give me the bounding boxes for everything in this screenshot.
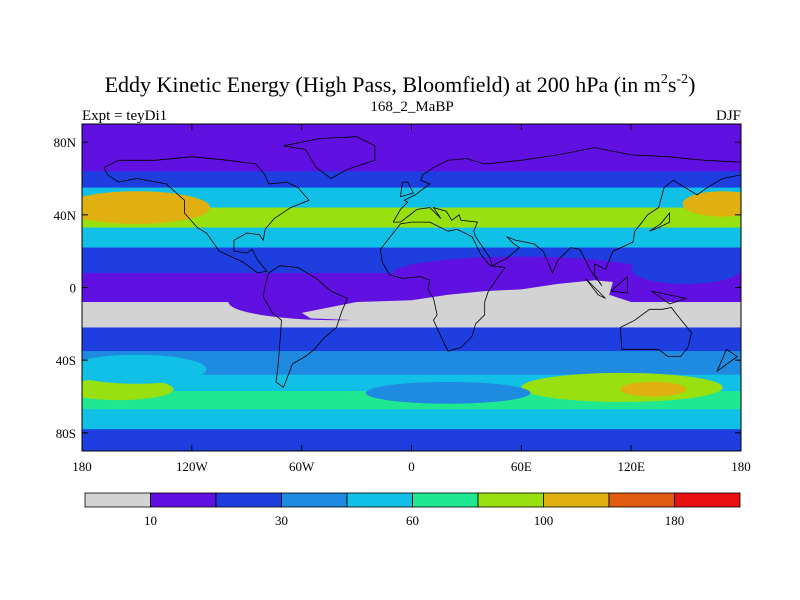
contour-feature [393, 256, 650, 290]
colorbar-label: 10 [144, 513, 157, 528]
y-tick-label: 40N [54, 208, 77, 223]
coastline [262, 265, 348, 389]
y-axis: 80N 40N 0 40S 80S [54, 135, 741, 441]
map-panel [81, 123, 742, 452]
contour-band [82, 156, 741, 172]
colorbar-swatch [346, 492, 413, 508]
coastline [651, 290, 688, 305]
chart-title: Eddy Kinetic Energy (High Pass, Bloomfie… [105, 72, 696, 97]
x-tick-label: 60E [511, 459, 532, 474]
coastline [380, 221, 506, 352]
y-tick-label: 40S [56, 353, 76, 368]
contour-feature [631, 254, 741, 284]
contour-feature [682, 191, 741, 217]
colorbar-label: 100 [534, 513, 554, 528]
colorbar-swatch [84, 492, 151, 508]
x-axis: 180 120W 60W 0 60E 120E 180 [72, 124, 751, 474]
y-tick-label: 80S [56, 426, 76, 441]
contour-feature [620, 381, 687, 397]
coastline [619, 307, 693, 357]
colorbar-swatch [215, 492, 282, 508]
below-threshold-region [301, 280, 705, 324]
coastline [103, 156, 310, 274]
x-tick-label: 60W [289, 459, 315, 474]
experiment-label: Expt = teyDi1 [82, 108, 167, 124]
coastline [283, 136, 376, 179]
x-tick-label: 180 [72, 459, 92, 474]
contour-feature [82, 191, 211, 224]
contour-feature [82, 354, 207, 384]
x-tick-label: 0 [408, 459, 415, 474]
chart-subtitle: 168_2_MaBP [370, 99, 453, 115]
contour-band [82, 171, 741, 189]
y-tick-label: 0 [70, 281, 77, 296]
coastline [716, 348, 739, 373]
x-tick-label: 180 [731, 459, 751, 474]
colorbar-swatch [477, 492, 544, 508]
contour-band [82, 207, 741, 229]
coastline [392, 147, 741, 286]
colorbar-swatch [150, 492, 217, 508]
season-label: DJF [716, 108, 741, 124]
contour-feature [82, 378, 174, 401]
colorbar-label: 60 [406, 513, 419, 528]
contour-band [82, 187, 741, 209]
x-tick-label: 120W [176, 459, 209, 474]
colorbar: 10 30 60 100 180 [84, 492, 741, 528]
coastline [400, 181, 414, 198]
coastline [649, 211, 670, 232]
x-tick-label: 120E [617, 459, 645, 474]
colorbar-label: 180 [665, 513, 685, 528]
contour-band [82, 429, 741, 451]
coastline [585, 278, 606, 299]
contour-band [82, 409, 741, 430]
contour-feature [365, 381, 531, 404]
colorbar-swatch [281, 492, 348, 508]
colorbar-label: 30 [275, 513, 288, 528]
colorbar-swatch [412, 492, 479, 508]
y-tick-label: 80N [54, 135, 77, 150]
contour-band [82, 227, 741, 249]
contour-band [82, 327, 741, 352]
colorbar-swatch [543, 492, 610, 508]
colorbar-swatch [674, 492, 741, 508]
colorbar-swatch [608, 492, 675, 508]
coastline [610, 275, 628, 294]
